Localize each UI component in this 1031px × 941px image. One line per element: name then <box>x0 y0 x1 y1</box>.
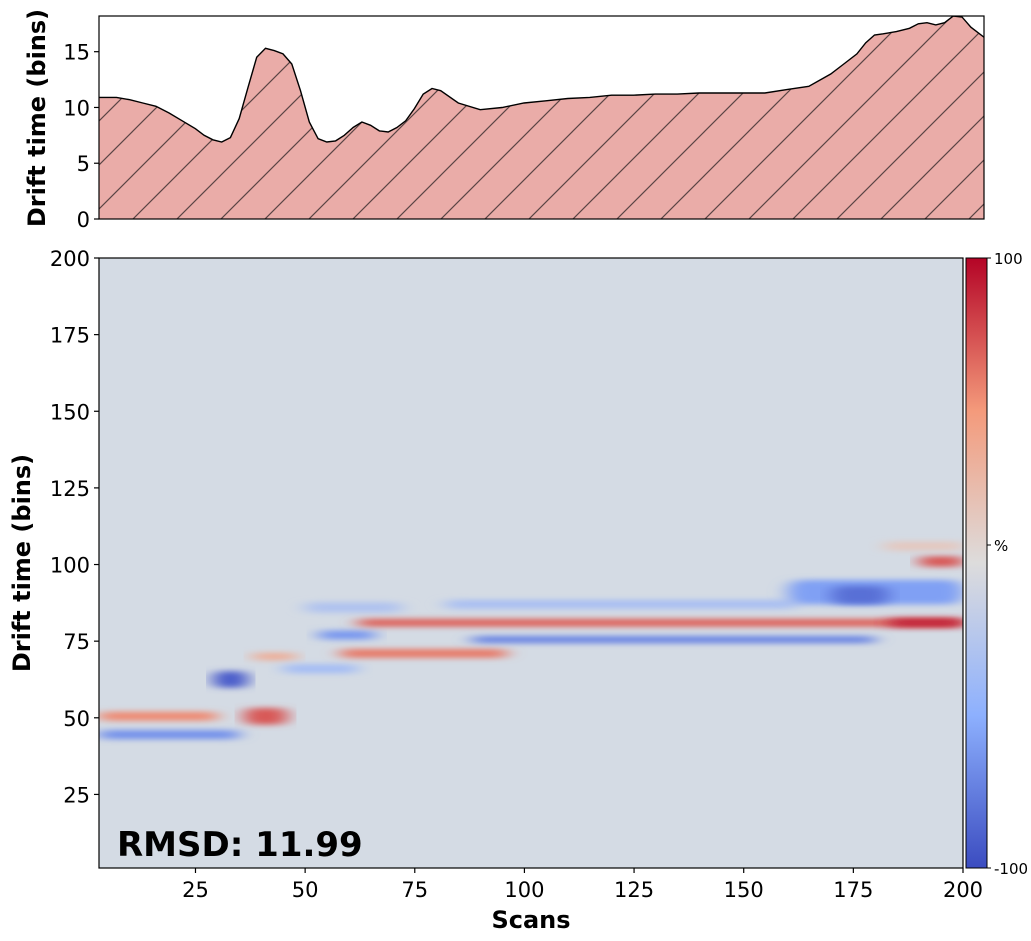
heatmap-y-tick-label: 125 <box>50 477 90 501</box>
colorbar: 100 % -100 <box>965 250 1028 878</box>
drift-profile-y-tick-label: 10 <box>63 96 90 120</box>
heatmap-feature <box>340 648 507 659</box>
heatmap-feature <box>99 730 240 740</box>
drift-profile-line <box>99 16 984 143</box>
heatmap-feature <box>305 602 402 613</box>
heatmap-y-tick-label: 200 <box>50 247 90 271</box>
heatmap-x-tick-label: 150 <box>724 878 764 902</box>
heatmap-x-axis-title: Scans <box>491 906 570 934</box>
rmsd-annotation: RMSD: 11.99 <box>117 825 363 865</box>
colorbar-min-label: -100 <box>994 860 1028 878</box>
drift-profile-panel: 0 5 10 15 Drift time (bins) <box>23 9 985 232</box>
heatmap-x-ticks: 25 50 75 100 125 150 175 200 <box>182 868 983 902</box>
heatmap-y-tick-label: 50 <box>63 707 90 731</box>
heatmap-feature <box>919 556 963 567</box>
heatmap-feature <box>99 711 218 721</box>
heatmap-x-tick-label: 50 <box>292 878 319 902</box>
heatmap-feature <box>252 652 297 661</box>
drift-profile-hatch <box>99 16 984 219</box>
drift-profile-y-tick-label: 15 <box>63 41 90 65</box>
difference-heatmap-panel: 25 50 75 100 125 150 175 200 25 50 75 100 125 150 175… <box>8 247 983 934</box>
heatmap-frame <box>98 257 964 869</box>
heatmap-x-tick-label: 25 <box>182 878 209 902</box>
drift-profile-frame <box>98 15 985 220</box>
heatmap-feature <box>213 671 249 688</box>
heatmap-feature <box>888 618 963 628</box>
colorbar-mid-label: % <box>994 537 1008 555</box>
heatmap-background <box>99 258 963 868</box>
heatmap-y-tick-label: 100 <box>50 554 90 578</box>
heatmap-feature <box>445 599 797 609</box>
heatmap-y-tick-label: 175 <box>50 324 90 348</box>
drift-profile-y-axis-title: Drift time (bins) <box>23 9 51 227</box>
heatmap-x-tick-label: 75 <box>401 878 428 902</box>
heatmap-feature <box>884 541 963 551</box>
heatmap-y-axis-title: Drift time (bins) <box>8 454 36 672</box>
drift-profile-y-tick-label: 0 <box>77 208 90 232</box>
drift-profile-y-tick-label: 5 <box>77 152 90 176</box>
colorbar-gradient <box>965 257 988 869</box>
heatmap-y-tick-label: 150 <box>50 400 90 424</box>
heatmap-feature <box>318 630 376 640</box>
drift-profile-y-ticks: 0 5 10 15 <box>63 41 99 232</box>
heatmap-features <box>99 541 963 740</box>
heatmap-y-ticks: 25 50 75 100 125 150 175 200 <box>50 247 99 807</box>
heatmap-feature <box>831 585 889 605</box>
colorbar-max-label: 100 <box>994 250 1023 268</box>
heatmap-x-tick-label: 175 <box>833 878 873 902</box>
heatmap-feature <box>243 707 288 725</box>
heatmap-feature <box>357 618 963 627</box>
heatmap-y-tick-label: 25 <box>63 783 90 807</box>
heatmap-feature <box>471 635 876 644</box>
heatmap-feature <box>283 664 358 674</box>
heatmap-x-tick-label: 200 <box>943 878 983 902</box>
heatmap-y-tick-label: 75 <box>63 630 90 654</box>
heatmap-x-tick-label: 100 <box>504 878 544 902</box>
heatmap-x-tick-label: 125 <box>614 878 654 902</box>
